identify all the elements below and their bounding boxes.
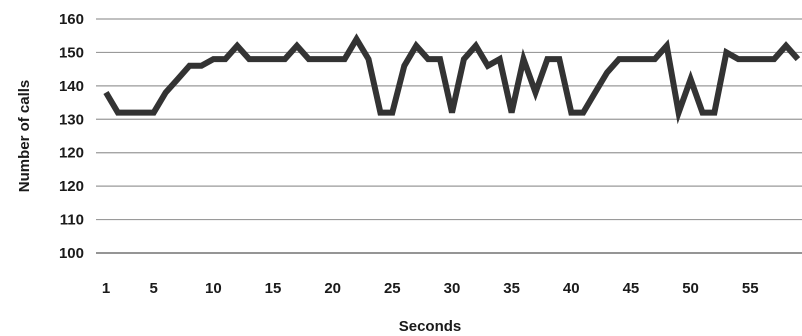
x-axis-tick-labels: 1 5 10 15 20 25 30 35 40 45 50 55 [102, 280, 759, 297]
y-tick-label: 130 [59, 111, 84, 128]
y-tick-label: 160 [59, 11, 84, 28]
gridlines [96, 18, 802, 254]
y-tick-label: 120 [59, 145, 84, 162]
x-tick-label: 15 [265, 280, 282, 297]
series-line [103, 33, 801, 125]
x-tick-label: 20 [324, 280, 341, 297]
y-axis-tick-labels: 160 150 140 130 120 120 110 100 [59, 11, 84, 262]
y-tick-label: 140 [59, 78, 84, 95]
x-axis-label: Seconds [399, 318, 462, 335]
y-tick-label: 100 [59, 245, 84, 262]
x-tick-label: 25 [384, 280, 401, 297]
x-tick-label: 5 [150, 280, 158, 297]
x-tick-label: 40 [563, 280, 580, 297]
x-tick-label: 55 [742, 280, 759, 297]
y-tick-label: 110 [60, 212, 84, 229]
x-tick-label: 30 [444, 280, 461, 297]
y-tick-label: 120 [59, 178, 84, 195]
x-tick-label: 1 [102, 280, 110, 297]
x-tick-label: 50 [682, 280, 699, 297]
x-tick-label: 35 [503, 280, 520, 297]
y-tick-label: 150 [59, 44, 84, 61]
y-axis-label: Number of calls [16, 80, 33, 193]
x-tick-label: 45 [623, 280, 640, 297]
x-tick-label: 10 [205, 280, 222, 297]
